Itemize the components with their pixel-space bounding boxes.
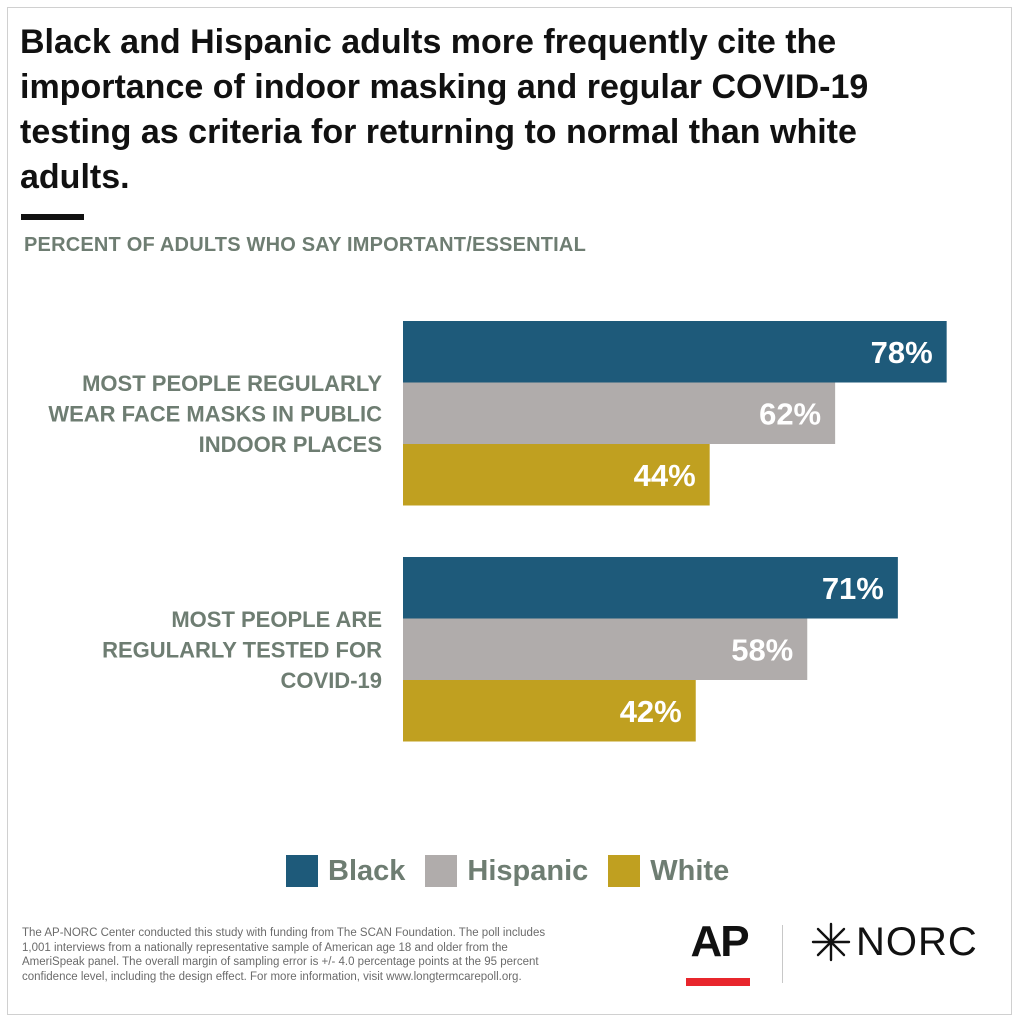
data-label-masks-white: 44% xyxy=(634,458,696,493)
norc-logo-text: NORC xyxy=(856,919,978,964)
norc-logo: NORC xyxy=(810,918,978,966)
bar-masks-hispanic xyxy=(403,382,836,444)
category-label-testing-line-1: MOST PEOPLE ARE xyxy=(171,607,382,632)
category-label-masks-line-2: WEAR FACE MASKS IN PUBLIC xyxy=(48,401,382,426)
data-label-masks-hispanic: 62% xyxy=(759,396,821,431)
category-label-masks-line-3: INDOOR PLACES xyxy=(199,432,382,457)
data-label-testing-white: 42% xyxy=(620,694,682,729)
title-underline xyxy=(21,214,84,220)
legend-label-white: White xyxy=(650,854,730,887)
legend-swatch-hispanic xyxy=(425,855,458,887)
category-label-testing-line-2: REGULARLY TESTED FOR xyxy=(102,637,382,662)
legend-item-black: Black xyxy=(286,855,405,888)
bar-testing-black xyxy=(403,557,898,619)
chart-subtitle: PERCENT OF ADULTS WHO SAY IMPORTANT/ESSE… xyxy=(24,234,586,256)
legend-swatch-white xyxy=(608,855,641,887)
data-label-masks-black: 78% xyxy=(871,335,933,370)
category-label-testing-line-3: COVID-19 xyxy=(281,668,382,693)
bar-masks-black xyxy=(403,321,947,383)
legend-label-hispanic: Hispanic xyxy=(467,854,589,887)
star-burst-icon xyxy=(811,922,851,962)
bar-masks-white xyxy=(403,444,710,506)
chart-legend: Black Hispanic White xyxy=(286,850,749,892)
ap-logo-bar xyxy=(686,978,750,986)
legend-swatch-black xyxy=(286,855,318,887)
legend-item-hispanic: Hispanic xyxy=(425,855,588,888)
bar-testing-hispanic xyxy=(403,618,808,680)
chart-title: Black and Hispanic adults more frequentl… xyxy=(20,23,869,196)
chart-frame xyxy=(7,7,1012,1015)
legend-label-black: Black xyxy=(328,854,406,887)
data-label-testing-hispanic: 58% xyxy=(731,632,793,667)
ap-logo: AP xyxy=(686,916,752,986)
logo-divider xyxy=(782,925,783,983)
legend-item-white: White xyxy=(608,855,729,888)
data-label-testing-black: 71% xyxy=(822,571,884,606)
bar-testing-white xyxy=(403,680,696,742)
bar-chart: MOST PEOPLE REGULARLY WEAR FACE MASKS IN … xyxy=(48,321,947,742)
methodology-footnote: The AP-NORC Center conducted this study … xyxy=(22,927,546,983)
ap-logo-text: AP xyxy=(690,917,749,966)
category-label-masks-line-1: MOST PEOPLE REGULARLY xyxy=(82,371,382,396)
